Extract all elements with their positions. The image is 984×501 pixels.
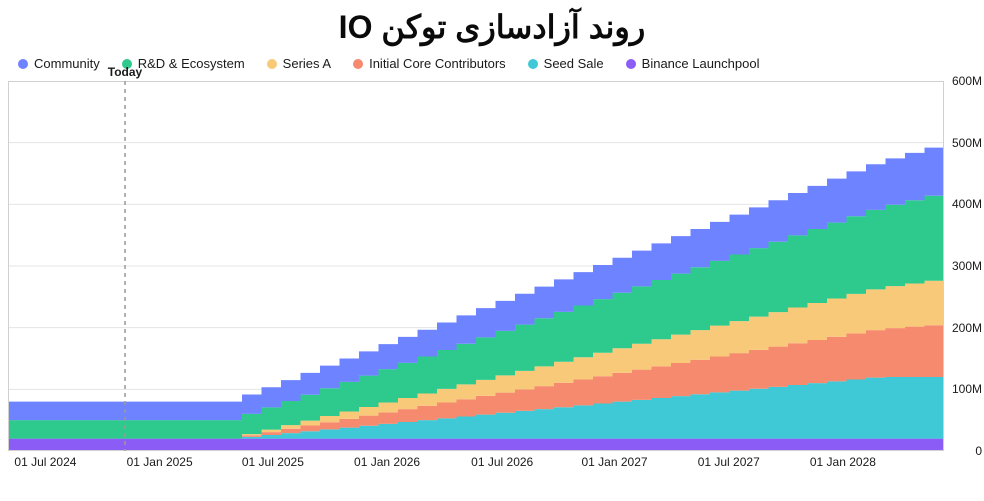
legend-item: Community xyxy=(18,56,100,71)
x-tick-label: 01 Jan 2028 xyxy=(810,455,876,469)
y-tick-label: 300M xyxy=(952,259,982,273)
x-tick-label: 01 Jan 2025 xyxy=(127,455,193,469)
legend-label: Initial Core Contributors xyxy=(369,56,506,71)
legend-label: R&D & Ecosystem xyxy=(138,56,245,71)
x-tick-label: 01 Jul 2025 xyxy=(242,455,304,469)
today-marker-label: Today xyxy=(108,65,142,79)
legend-swatch xyxy=(528,59,538,69)
legend-item: Series A xyxy=(267,56,331,71)
chart-legend: Community R&D & Ecosystem Series A Initial … xyxy=(0,52,984,81)
x-tick-label: 01 Jan 2027 xyxy=(581,455,647,469)
chart-area: 0100M200M300M400M500M600M Today xyxy=(8,81,944,451)
legend-label: Seed Sale xyxy=(544,56,604,71)
legend-item: Binance Launchpool xyxy=(626,56,760,71)
legend-item: Initial Core Contributors xyxy=(353,56,506,71)
y-tick-label: 100M xyxy=(952,382,982,396)
x-tick-label: 01 Jul 2024 xyxy=(14,455,76,469)
legend-label: Community xyxy=(34,56,100,71)
legend-item: Seed Sale xyxy=(528,56,604,71)
legend-swatch xyxy=(18,59,28,69)
x-tick-label: 01 Jul 2026 xyxy=(471,455,533,469)
legend-swatch xyxy=(626,59,636,69)
y-axis-ticks: 0100M200M300M400M500M600M xyxy=(8,81,944,451)
legend-label: Binance Launchpool xyxy=(642,56,760,71)
legend-label: Series A xyxy=(283,56,331,71)
legend-swatch xyxy=(267,59,277,69)
y-tick-label: 600M xyxy=(952,74,982,88)
y-tick-label: 200M xyxy=(952,321,982,335)
page-title: روند آزادسازی توکن IO xyxy=(0,0,984,52)
x-tick-label: 01 Jul 2027 xyxy=(698,455,760,469)
y-tick-label: 500M xyxy=(952,136,982,150)
y-tick-label: 400M xyxy=(952,197,982,211)
y-tick-label: 0 xyxy=(975,444,982,458)
x-axis-ticks: 01 Jul 2024 01 Jan 2025 01 Jul 2025 01 Jan … xyxy=(8,455,944,485)
x-tick-label: 01 Jan 2026 xyxy=(354,455,420,469)
legend-swatch xyxy=(353,59,363,69)
